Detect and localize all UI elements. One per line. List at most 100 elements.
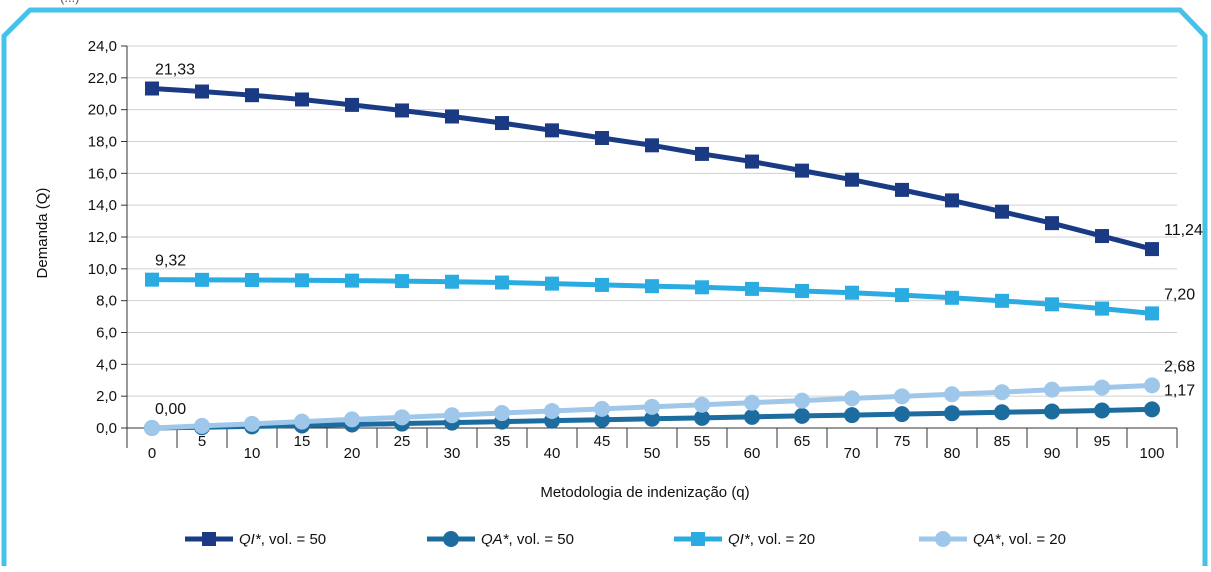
data-point [894,388,910,405]
legend-item: QI*, vol. = 20 [672,522,815,556]
data-point [594,400,610,417]
x-axis-label: Metodologia de indenização (q) [540,484,749,501]
x-tick-label: 100 [1139,445,1164,462]
x-tick-label: 20 [344,445,361,462]
data-point [1095,301,1109,316]
y-tick-label: 14,0 [88,197,117,214]
y-tick-label: 24,0 [88,38,117,55]
legend-marker [935,531,951,547]
data-label: 9,32 [155,253,186,270]
data-point [1144,401,1160,418]
data-point [845,285,859,300]
data-point [1045,297,1059,312]
data-point [1094,379,1110,396]
data-point [795,163,809,178]
axes [121,45,1178,448]
data-point [395,103,409,118]
data-point [145,81,159,96]
x-tick-label: 65 [794,433,811,450]
data-point [794,407,810,424]
data-labels: 21,33 11,24 1,17 9,32 7,20 0,00 2,68 [155,61,1203,418]
data-point [744,394,760,411]
data-label: 2,68 [1164,358,1195,375]
x-tick-label: 25 [394,433,411,450]
data-point [545,123,559,138]
data-point [1044,403,1060,420]
x-tick-label: 10 [244,445,261,462]
y-tick-label: 10,0 [88,261,117,278]
data-point [195,84,209,99]
data-point [1045,216,1059,231]
data-point [895,182,909,197]
legend-label-rest: , vol. = 20 [1000,530,1066,548]
data-point [694,396,710,413]
y-axis-label: Demanda (Q) [34,188,51,279]
data-point [145,272,159,287]
x-tick-label: 55 [694,433,711,450]
data-point [245,88,259,103]
legend-swatch [185,532,233,546]
x-tick-label: 0 [148,445,156,462]
y-tick-label: 2,0 [96,388,117,405]
x-tick-label: 80 [944,445,961,462]
data-point [1144,377,1160,394]
header-fragment: (...) [60,0,80,5]
data-point [695,146,709,161]
data-label: 1,17 [1164,382,1195,399]
data-point [645,138,659,153]
data-point [844,407,860,424]
data-point [644,398,660,415]
data-label: 7,20 [1164,286,1195,303]
data-point [795,283,809,298]
data-point [444,407,460,424]
data-point [944,405,960,422]
x-tick-label: 90 [1044,445,1061,462]
data-point [694,409,710,426]
data-point [294,413,310,430]
legend-label: QA*, vol. = 50 [481,531,574,548]
line-chart: 0,0 2,0 4,0 6,0 8,0 10,0 12,0 14,0 16,0 18,0 20,0 2… [34,38,1203,501]
data-point [944,386,960,403]
data-point [494,405,510,422]
y-tick-label: 0,0 [96,420,117,437]
data-point [995,293,1009,308]
legend-label-rest: , vol. = 50 [508,530,574,548]
series-group [144,81,1160,436]
data-point [1044,381,1060,398]
data-point [894,406,910,423]
data-point [945,290,959,305]
data-point [195,272,209,287]
y-tick-label: 12,0 [88,229,117,246]
x-tick-labels: 0 5 10 15 20 25 30 35 40 45 50 55 60 65 70 75 80 85 90 95 10… [148,433,1165,462]
data-point [1145,242,1159,257]
legend-swatch [427,531,475,547]
series-1 [145,81,1159,257]
data-point [295,92,309,107]
data-point [544,402,560,419]
data-point [745,154,759,169]
legend-label-rest: , vol. = 50 [260,530,327,548]
data-point [794,392,810,409]
legend-marker [202,532,216,546]
data-point [945,193,959,208]
data-label: 21,33 [155,61,195,78]
x-tick-label: 40 [544,445,561,462]
data-point [994,384,1010,401]
legend-marker [443,531,459,547]
x-tick-label: 30 [444,445,461,462]
legend-item: QA*, vol. = 20 [917,522,1066,556]
data-point [245,272,259,287]
data-point [344,411,360,428]
x-tick-label: 95 [1094,433,1111,450]
data-point [445,109,459,124]
data-label: 0,00 [155,401,186,418]
data-point [495,275,509,290]
x-tick-label: 15 [294,433,311,450]
y-tick-label: 18,0 [88,134,117,151]
legend-swatch [919,531,967,547]
data-point [995,204,1009,219]
data-point [394,409,410,426]
data-point [295,273,309,288]
data-point [994,404,1010,421]
